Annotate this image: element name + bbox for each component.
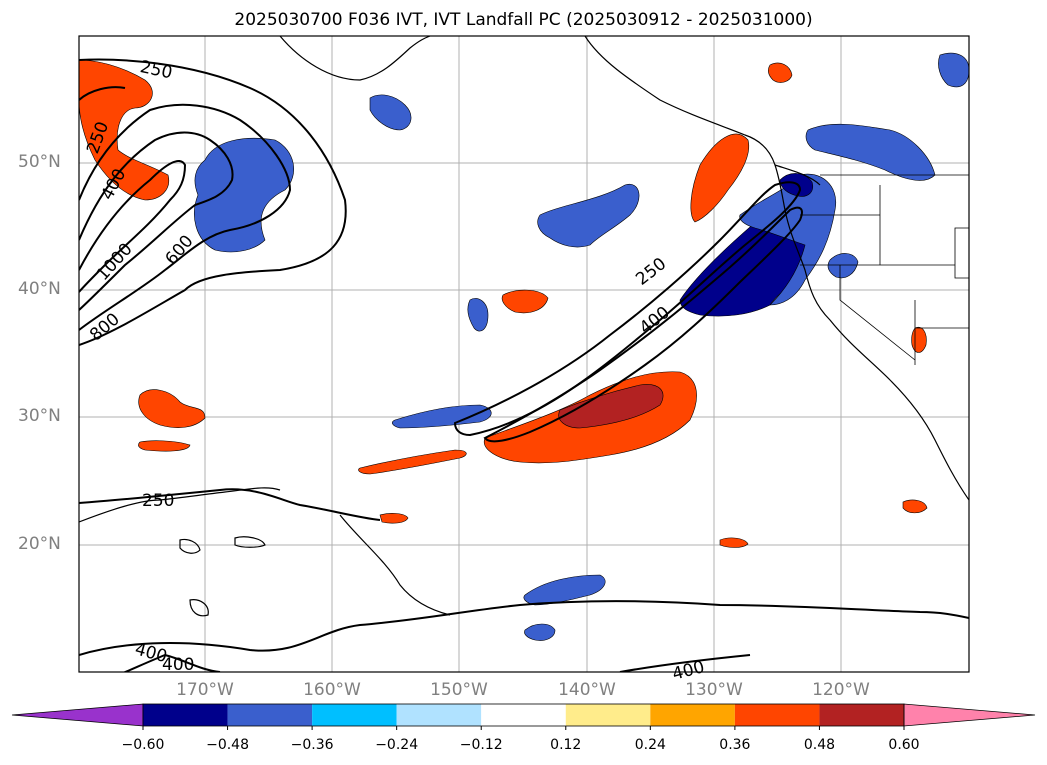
colorbar-swatch: [481, 704, 566, 726]
colorbar-swatch: [565, 704, 651, 726]
colorbar: [11, 703, 1036, 730]
colorbar-swatch: [819, 704, 904, 726]
colorbar-swatch: [734, 704, 820, 726]
colorbar-tick-label: 0.12: [550, 737, 582, 753]
colorbar-tick-label: −0.60: [121, 737, 165, 753]
lat-label-30n: 30°N: [18, 406, 61, 426]
colorbar-extend-high: [903, 703, 1036, 727]
colorbar-extend-low: [11, 703, 144, 727]
colorbar-swatch: [650, 704, 735, 726]
colorbar-frame: [142, 703, 905, 727]
lat-label-40n: 40°N: [18, 279, 61, 299]
colorbar-tick-label: −0.36: [290, 737, 334, 753]
colorbar-swatch: [396, 704, 482, 726]
colorbar-tick-label: 0.60: [888, 737, 920, 753]
contour-label: 250: [142, 491, 174, 511]
colorbar-tick-label: −0.12: [459, 737, 503, 753]
lon-label-140w: 140°W: [558, 680, 616, 700]
positive-pc-regions: [79, 59, 928, 548]
map-frame: [78, 35, 970, 673]
contour-label: 400: [162, 655, 194, 675]
lon-label-170w: 170°W: [176, 680, 234, 700]
colorbar-tick-label: −0.24: [375, 737, 419, 753]
colorbar-tick-label: 0.48: [803, 737, 836, 753]
lat-label-50n: 50°N: [18, 152, 61, 172]
colorbar-swatch: [227, 704, 313, 726]
colorbar-swatch: [143, 704, 228, 726]
colorbar-tick-label: −0.48: [206, 737, 249, 753]
ivt-contours: [79, 58, 969, 672]
colorbar-swatch: [312, 704, 397, 726]
state-borders: [800, 174, 969, 365]
lon-label-150w: 150°W: [430, 680, 488, 700]
coastlines: [79, 36, 969, 617]
lon-label-160w: 160°W: [303, 680, 361, 700]
negative-pc-regions: [194, 52, 969, 641]
lon-label-130w: 130°W: [685, 680, 743, 700]
colorbar-tick-label: 0.36: [719, 737, 751, 753]
lon-label-120w: 120°W: [812, 680, 870, 700]
colorbar-tick-label: 0.24: [634, 737, 666, 753]
map-title: 2025030700 F036 IVT, IVT Landfall PC (20…: [234, 10, 813, 30]
lat-label-20n: 20°N: [18, 534, 61, 554]
